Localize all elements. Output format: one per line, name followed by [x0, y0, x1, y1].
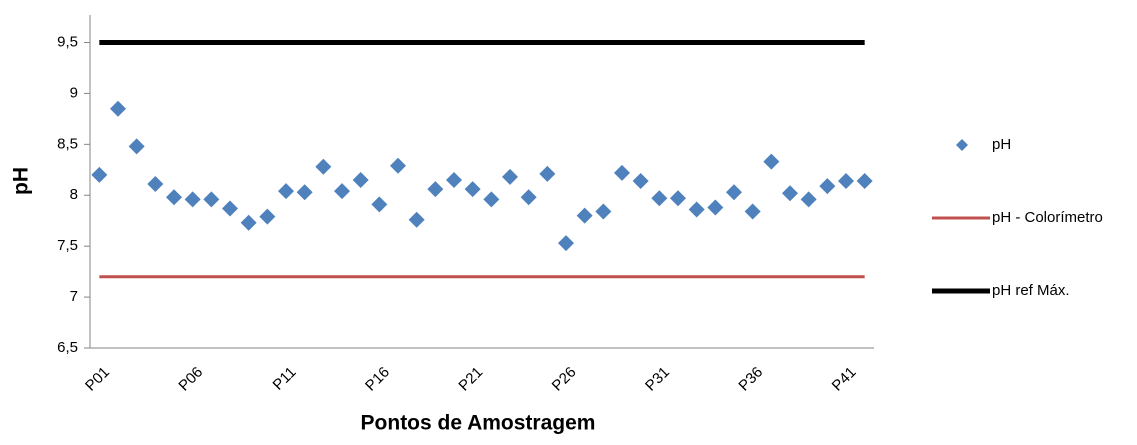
x-tick-label: P36: [735, 364, 766, 395]
data-point: [782, 185, 798, 202]
data-point: [334, 183, 350, 200]
data-point: [800, 191, 817, 208]
legend-symbol: [956, 139, 968, 151]
y-tick-label: 9: [70, 84, 78, 101]
data-point: [483, 191, 500, 208]
y-tick-label: 7: [70, 288, 78, 305]
data-point: [315, 158, 332, 175]
x-tick-label: P16: [362, 364, 393, 395]
data-point: [427, 181, 444, 198]
data-point: [166, 189, 182, 206]
data-point: [408, 211, 425, 228]
data-point: [296, 184, 313, 201]
data-point: [595, 203, 612, 220]
data-point: [464, 181, 481, 198]
y-tick-label: 6,5: [57, 339, 78, 356]
y-tick-label: 7,5: [57, 237, 78, 254]
y-tick-label: 8: [70, 186, 78, 203]
x-axis-title: Pontos de Amostragem: [361, 412, 596, 435]
data-point: [688, 201, 705, 218]
legend-label: pH: [992, 136, 1011, 153]
data-point: [203, 191, 220, 208]
x-tick-label: P11: [270, 364, 300, 394]
data-point: [259, 208, 276, 225]
y-tick-label: 9,5: [57, 33, 78, 50]
data-point: [222, 200, 238, 217]
data-point: [520, 189, 537, 206]
data-point: [632, 172, 649, 189]
data-point: [707, 199, 724, 216]
data-point: [651, 190, 668, 207]
data-point: [502, 168, 518, 185]
data-point: [558, 235, 574, 252]
data-point: [278, 183, 294, 200]
data-point: [128, 138, 145, 155]
data-point: [744, 203, 761, 220]
x-tick-label: P06: [175, 364, 206, 395]
data-point: [91, 166, 108, 183]
legend-label: pH - Colorímetro: [992, 209, 1103, 226]
data-point: [763, 153, 780, 170]
x-tick-label: P41: [829, 364, 860, 395]
data-point: [670, 190, 686, 207]
data-point: [390, 157, 406, 174]
data-point: [819, 178, 836, 195]
data-point: [614, 164, 630, 181]
x-tick-label: P31: [642, 364, 673, 395]
data-point: [726, 184, 742, 201]
data-point: [539, 165, 556, 182]
data-point: [147, 176, 164, 193]
data-point: [446, 171, 462, 188]
x-tick-label: P21: [455, 364, 486, 395]
x-tick-label: P26: [549, 364, 580, 395]
data-point: [838, 172, 854, 189]
y-tick-label: 8,5: [57, 135, 78, 152]
data-point: [240, 214, 257, 231]
data-point: [110, 100, 126, 117]
data-point: [576, 207, 593, 224]
data-point: [371, 196, 388, 213]
legend-label: pH ref Máx.: [992, 282, 1070, 299]
data-point: [184, 191, 201, 208]
data-point: [856, 172, 873, 189]
data-point: [352, 171, 369, 188]
y-axis-title: pH: [10, 167, 33, 195]
x-tick-label: P01: [82, 364, 113, 395]
